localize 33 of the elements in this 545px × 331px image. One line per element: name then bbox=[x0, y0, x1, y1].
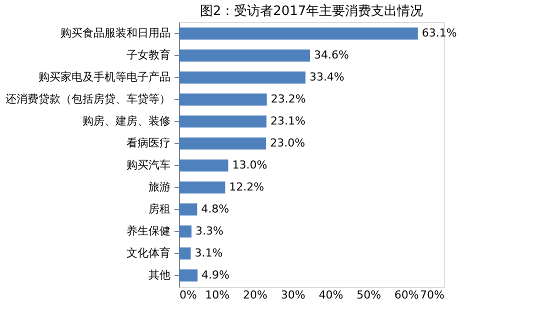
data-label: 23.0% bbox=[270, 136, 306, 150]
data-label: 23.1% bbox=[270, 114, 306, 128]
y-tick-label: 看病医疗 bbox=[126, 136, 170, 150]
y-tick-label: 养生保健 bbox=[126, 224, 170, 238]
y-tick-label: 购买家电及手机等电子产品 bbox=[38, 70, 170, 84]
data-label: 13.0% bbox=[232, 158, 268, 172]
y-tick-label: 还消费贷款（包括房贷、车贷等） bbox=[6, 92, 170, 106]
chart-title: 图2：受访者2017年主要消费支出情况 bbox=[200, 3, 424, 19]
y-tick-label: 文化体育 bbox=[126, 246, 170, 260]
data-label: 4.8% bbox=[201, 202, 230, 216]
data-label: 3.1% bbox=[194, 246, 223, 260]
x-tick-label: 0% bbox=[180, 288, 197, 302]
data-label: 34.6% bbox=[314, 48, 349, 62]
x-tick-label: 20% bbox=[242, 288, 268, 302]
y-tick-label: 购房、建房、装修 bbox=[82, 114, 170, 128]
y-tick-label: 旅游 bbox=[148, 180, 170, 194]
y-tick-label: 其他 bbox=[148, 268, 170, 282]
y-tick-label: 购买汽车 bbox=[126, 158, 170, 172]
data-label: 23.2% bbox=[270, 92, 306, 106]
y-tick-label: 子女教育 bbox=[126, 48, 170, 62]
x-tick-label: 40% bbox=[318, 288, 344, 302]
x-tick-label: 50% bbox=[356, 288, 382, 302]
y-tick-label: 购买食品服装和日用品 bbox=[60, 26, 170, 40]
x-tick-label: 60% bbox=[394, 288, 419, 302]
y-tick-label: 房租 bbox=[148, 202, 170, 216]
data-label: 33.4% bbox=[309, 70, 344, 84]
data-label: 63.1% bbox=[422, 26, 457, 40]
data-label: 4.9% bbox=[202, 268, 230, 282]
data-label: 12.2% bbox=[229, 180, 264, 194]
x-tick-label: 10% bbox=[205, 288, 230, 302]
data-label: 3.3% bbox=[195, 224, 224, 238]
x-tick-label: 30% bbox=[280, 288, 306, 302]
x-tick-label: 70% bbox=[420, 288, 444, 302]
